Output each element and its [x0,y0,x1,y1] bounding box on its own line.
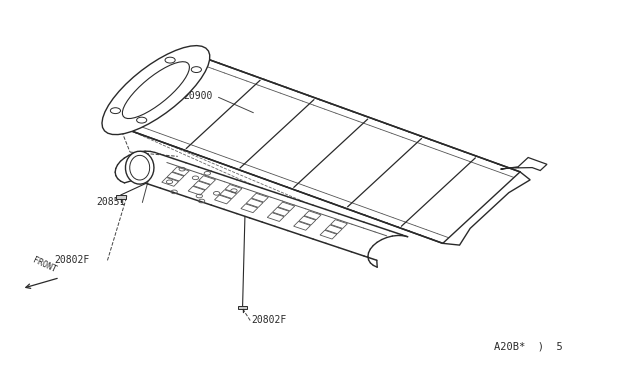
Text: 20802F: 20802F [55,255,90,265]
Text: A20B*  )  5: A20B* ) 5 [495,341,563,351]
Polygon shape [120,55,520,243]
Polygon shape [443,172,530,245]
Text: 20900: 20900 [184,91,213,101]
Polygon shape [238,306,247,309]
Polygon shape [135,154,402,260]
Polygon shape [500,157,547,170]
Polygon shape [102,46,210,135]
Text: 20802F: 20802F [252,315,287,326]
Text: FRONT: FRONT [31,255,57,274]
Polygon shape [116,195,125,199]
Polygon shape [125,151,154,184]
Text: 20851: 20851 [97,197,126,207]
Polygon shape [111,50,206,132]
